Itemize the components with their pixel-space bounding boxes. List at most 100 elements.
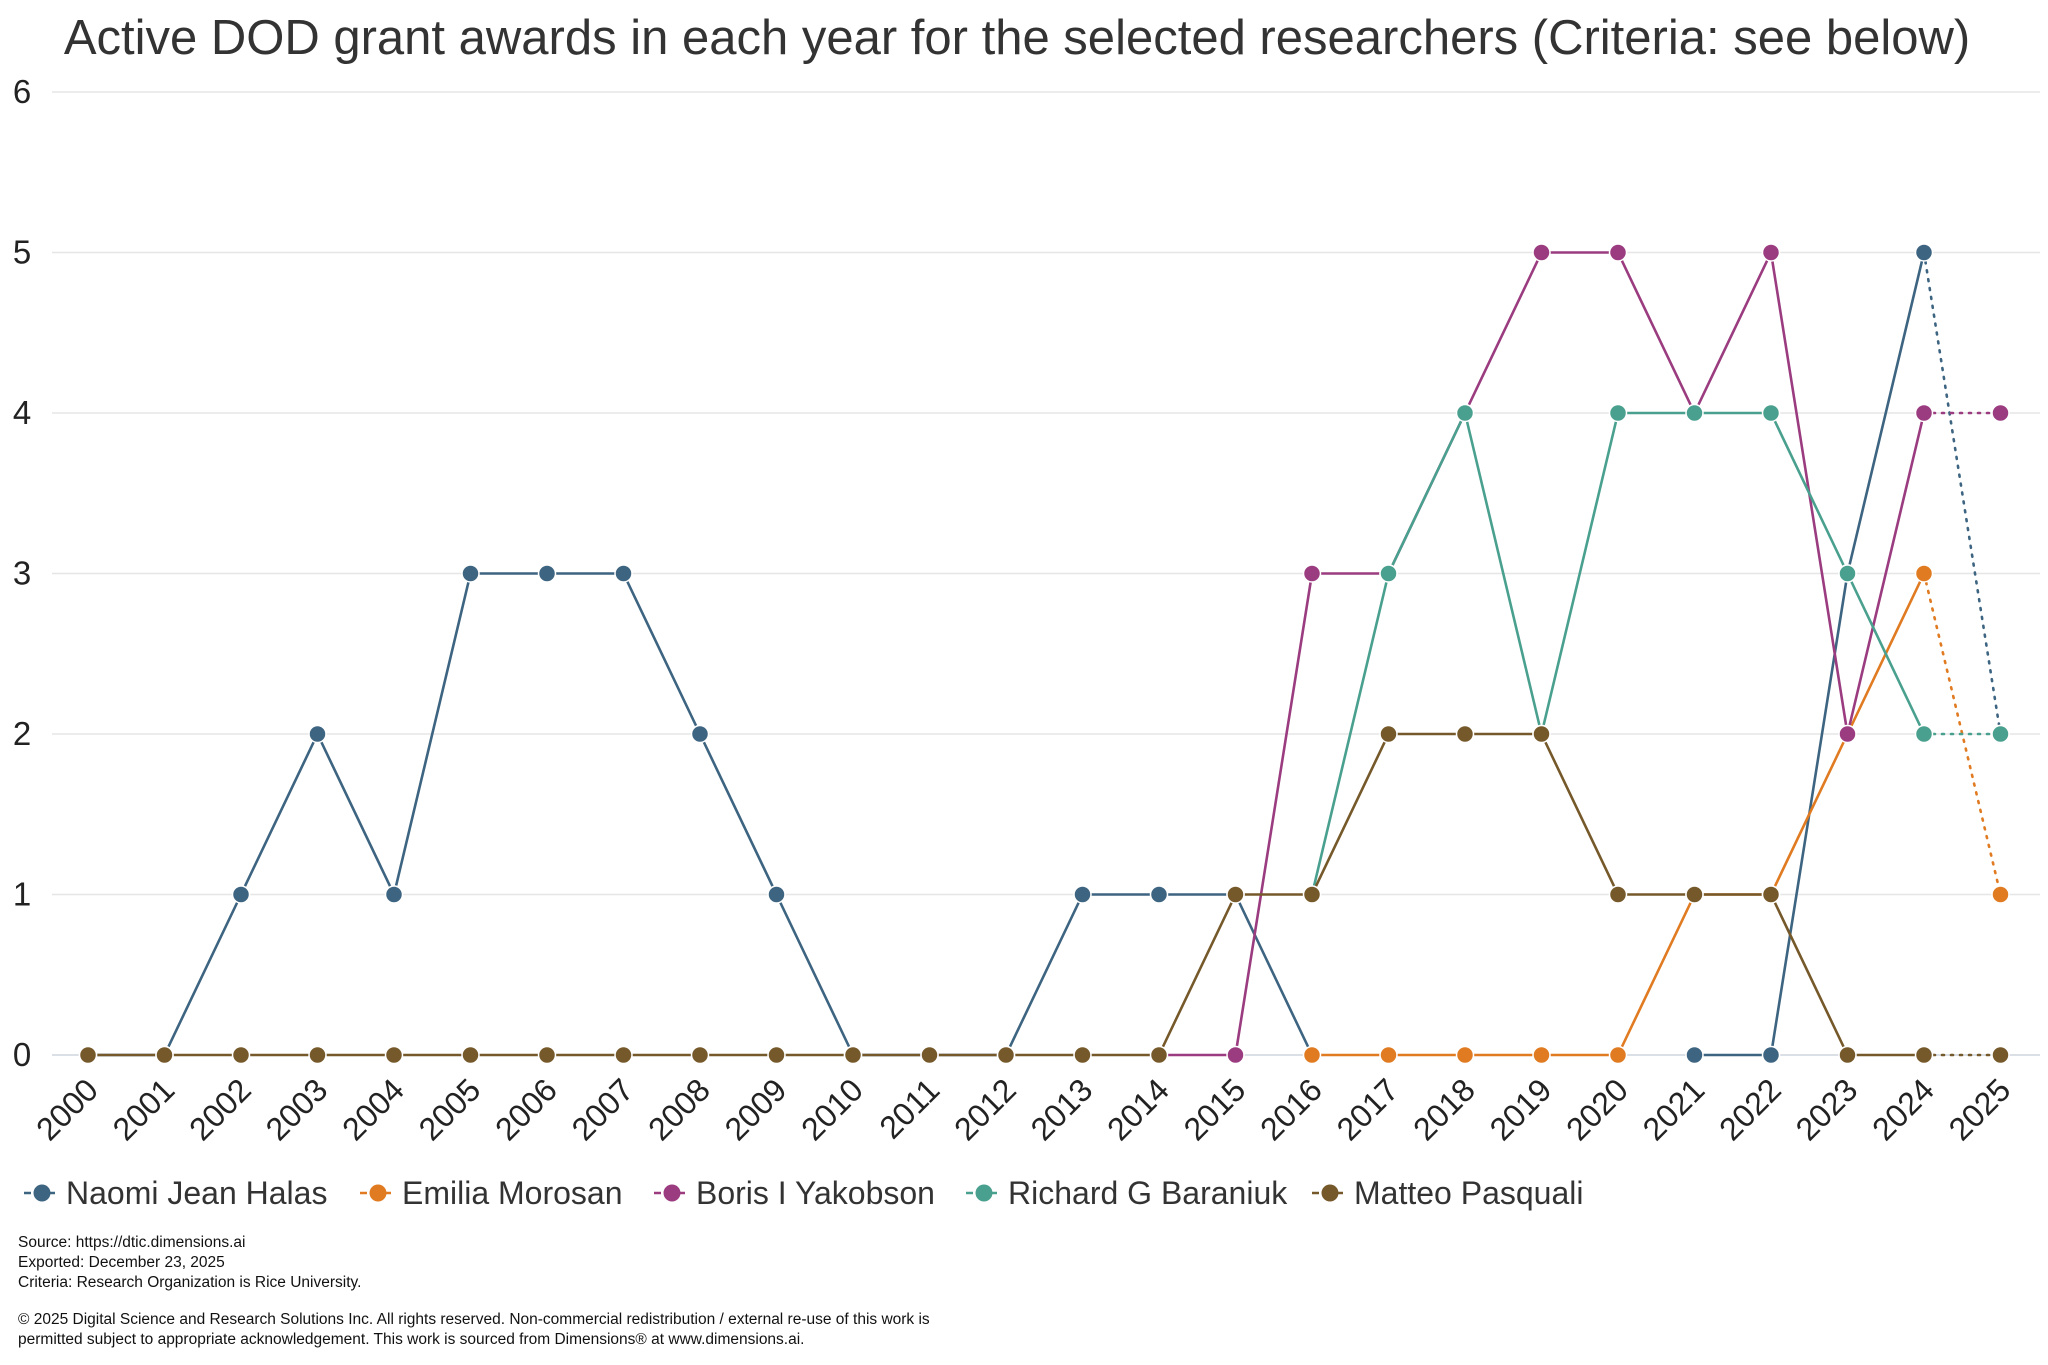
- series-segment-naomi-jean-halas: [622, 572, 702, 736]
- data-point-matteo-pasquali-2018: [1455, 724, 1475, 744]
- legend-label-boris-i-yakobson: Boris I Yakobson: [696, 1175, 935, 1211]
- data-point-matteo-pasquali-2025: [1991, 1045, 2010, 1065]
- data-point-emilia-morosan-2024: [1914, 564, 1934, 583]
- legend-label-matteo-pasquali: Matteo Pasquali: [1354, 1175, 1583, 1211]
- data-point-naomi-jean-halas-2003: [308, 724, 327, 744]
- data-point-richard-g-baraniuk-2023: [1838, 564, 1857, 583]
- data-point-matteo-pasquali-2005: [461, 1045, 480, 1065]
- series-points: [78, 243, 2010, 1065]
- legend-marker-richard-g-baraniuk: [975, 1184, 993, 1202]
- y-tick-label: 5: [13, 234, 31, 271]
- x-tick-label: 2006: [488, 1071, 564, 1147]
- footer-copyright: © 2025 Digital Science and Research Solu…: [18, 1310, 930, 1350]
- data-point-boris-i-yakobson-2024: [1914, 403, 1934, 423]
- data-point-matteo-pasquali-2023: [1838, 1045, 1857, 1065]
- data-point-richard-g-baraniuk-2018: [1455, 403, 1475, 423]
- x-tick-label: 2014: [1100, 1071, 1176, 1147]
- series-segment-boris-i-yakobson: [1616, 251, 1696, 415]
- legend-item-naomi-jean-halas: Naomi Jean Halas: [24, 1175, 327, 1211]
- data-point-matteo-pasquali-2008: [690, 1045, 710, 1065]
- data-point-richard-g-baraniuk-2020: [1608, 403, 1628, 423]
- chart-title: Active DOD grant awards in each year for…: [64, 11, 1970, 65]
- x-axis-ticks: 2000 2001 2002 2003 2004 2005 2006 2007 2008 2009…: [29, 1071, 2017, 1147]
- data-point-boris-i-yakobson-2015: [1226, 1045, 1245, 1065]
- legend-marker-matteo-pasquali: [1321, 1184, 1339, 1202]
- data-point-matteo-pasquali-2011: [920, 1045, 939, 1065]
- x-tick-label: 2018: [1406, 1071, 1482, 1147]
- data-point-emilia-morosan-2019: [1532, 1045, 1551, 1065]
- data-point-naomi-jean-halas-2021: [1685, 1045, 1704, 1065]
- data-point-matteo-pasquali-2020: [1608, 885, 1628, 904]
- data-point-richard-g-baraniuk-2021: [1685, 403, 1704, 423]
- data-point-boris-i-yakobson-2016: [1302, 564, 1322, 583]
- series-segment-matteo-pasquali: [1310, 732, 1390, 896]
- series-segment-naomi-jean-halas: [316, 732, 396, 896]
- x-tick-label: 2009: [718, 1071, 794, 1147]
- series-segment-naomi-jean-halas: [1004, 893, 1084, 1057]
- data-point-matteo-pasquali-2013: [1073, 1045, 1092, 1065]
- x-tick-label: 2021: [1636, 1071, 1712, 1147]
- data-point-matteo-pasquali-2010: [843, 1045, 863, 1065]
- x-tick-label: 2007: [565, 1071, 641, 1147]
- data-point-boris-i-yakobson-2022: [1761, 243, 1781, 262]
- data-point-matteo-pasquali-2009: [767, 1045, 786, 1065]
- data-point-emilia-morosan-2018: [1455, 1045, 1475, 1065]
- x-tick-label: 2011: [872, 1071, 946, 1145]
- footer-criteria: Criteria: Research Organization is Rice …: [18, 1274, 362, 1291]
- data-point-matteo-pasquali-2021: [1685, 885, 1704, 904]
- series-segment-emilia-morosan: [1769, 732, 1849, 896]
- x-tick-label: 2000: [29, 1071, 105, 1147]
- footer-copyright-line2: permitted subject to appropriate acknowl…: [18, 1331, 805, 1348]
- legend-item-boris-i-yakobson: Boris I Yakobson: [654, 1175, 935, 1211]
- y-tick-label: 3: [13, 555, 31, 592]
- footer-copyright-line1: © 2025 Digital Science and Research Solu…: [18, 1311, 930, 1328]
- series-segment-matteo-pasquali: [1157, 893, 1237, 1057]
- data-point-richard-g-baraniuk-2024: [1914, 724, 1934, 744]
- series-segment-richard-g-baraniuk: [1769, 411, 1849, 575]
- series-segment-naomi-jean-halas: [775, 893, 855, 1057]
- legend: Naomi Jean Halas Emilia Morosan Boris I Ya…: [24, 1175, 1583, 1211]
- data-point-matteo-pasquali-2017: [1379, 724, 1398, 744]
- series-segment-naomi-jean-halas: [392, 572, 472, 896]
- data-point-matteo-pasquali-2022: [1761, 885, 1781, 904]
- legend-item-richard-g-baraniuk: Richard G Baraniuk: [966, 1175, 1288, 1211]
- data-point-matteo-pasquali-2003: [308, 1045, 327, 1065]
- legend-label-naomi-jean-halas: Naomi Jean Halas: [66, 1175, 327, 1211]
- data-point-matteo-pasquali-2001: [155, 1045, 174, 1065]
- data-point-naomi-jean-halas-2024: [1914, 243, 1934, 262]
- data-point-naomi-jean-halas-2009: [767, 885, 786, 904]
- data-point-matteo-pasquali-2007: [614, 1045, 633, 1065]
- data-point-naomi-jean-halas-2022: [1761, 1045, 1781, 1065]
- legend-item-matteo-pasquali: Matteo Pasquali: [1312, 1175, 1583, 1211]
- data-point-naomi-jean-halas-2006: [537, 564, 557, 583]
- data-point-boris-i-yakobson-2025: [1991, 403, 2010, 423]
- gridlines: [52, 91, 2040, 1056]
- data-point-matteo-pasquali-2006: [537, 1045, 557, 1065]
- legend-marker-naomi-jean-halas: [33, 1184, 51, 1202]
- data-point-naomi-jean-halas-2014: [1149, 885, 1169, 904]
- x-tick-label: 2010: [794, 1071, 870, 1147]
- series-segment-boris-i-yakobson: [1463, 251, 1543, 415]
- x-tick-label: 2020: [1559, 1071, 1635, 1147]
- y-tick-label: 1: [13, 876, 31, 913]
- series-segment-richard-g-baraniuk: [1387, 411, 1467, 575]
- y-tick-label: 0: [13, 1036, 31, 1073]
- series-segment-naomi-jean-halas: [698, 732, 778, 896]
- footer-meta: Source: https://dtic.dimensions.ai Expor…: [18, 1233, 361, 1293]
- x-tick-label: 2024: [1865, 1071, 1941, 1147]
- x-tick-label: 2025: [1942, 1071, 2018, 1147]
- y-tick-label: 2: [13, 715, 31, 752]
- line-chart: Active DOD grant awards in each year for…: [13, 11, 2040, 1211]
- x-tick-label: 2004: [335, 1071, 411, 1147]
- legend-item-emilia-morosan: Emilia Morosan: [360, 1175, 623, 1211]
- y-axis-ticks: 0 1 2 3 4 5 6: [13, 73, 31, 1073]
- data-point-matteo-pasquali-2004: [384, 1045, 404, 1065]
- x-tick-label: 2015: [1177, 1071, 1253, 1147]
- series-segment-naomi-jean-halas: [1846, 251, 1926, 575]
- x-tick-label: 2016: [1253, 1071, 1329, 1147]
- series-segment-richard-g-baraniuk: [1540, 411, 1620, 736]
- y-tick-label: 4: [13, 394, 31, 431]
- data-point-matteo-pasquali-2014: [1149, 1045, 1169, 1065]
- data-point-naomi-jean-halas-2004: [384, 885, 404, 904]
- x-tick-label: 2008: [641, 1071, 717, 1147]
